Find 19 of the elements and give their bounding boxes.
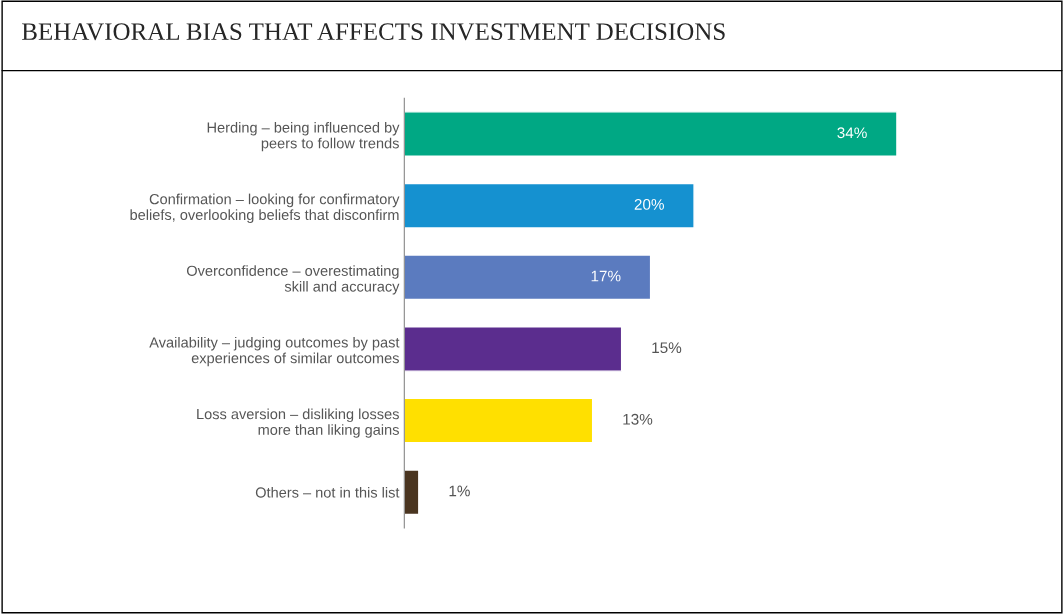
bar <box>404 326 623 372</box>
data-label: 34% <box>837 127 867 139</box>
bar <box>404 182 695 229</box>
data-label: 20% <box>634 198 664 210</box>
y-tick-label: Availability – judging outcomes by past experiences of similar outcomes <box>149 336 400 367</box>
y-tick-label: Herding – being influenced by peers to follow trends <box>207 121 400 152</box>
y-tick-label: Confirmation – looking for confirmatory beliefs, overlooking beliefs that disconfirm <box>130 193 400 223</box>
y-tick-label: Loss aversion – disliking losses more than liking gains <box>197 408 399 438</box>
bar <box>404 469 420 516</box>
data-label: 15% <box>652 342 682 354</box>
data-label: 17% <box>591 270 621 282</box>
data-label: 1% <box>449 485 470 497</box>
bar <box>404 397 594 444</box>
bar <box>404 254 652 301</box>
y-tick-label: Overconfidence – overestimating skill and accuracy <box>186 265 400 295</box>
chart-title: BEHAVIORAL BIAS THAT AFFECTS INVESTMENT DECISIONS <box>22 23 725 41</box>
data-label: 13% <box>623 413 653 425</box>
bar <box>404 111 898 157</box>
y-tick-label: Others – not in this list <box>255 486 400 498</box>
